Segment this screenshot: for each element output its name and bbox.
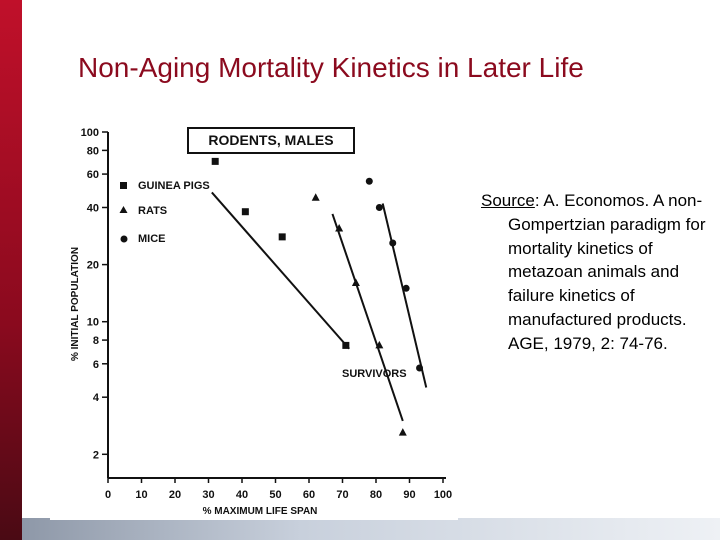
chart-title: RODENTS, MALES [208,132,333,148]
x-tick-label: 60 [303,489,315,501]
legend-label-mice: MICE [138,233,166,245]
legend-marker-guinea-pigs [120,182,127,189]
y-tick-label: 60 [87,169,99,181]
data-point-rats [335,223,344,232]
data-point-rats [375,340,384,349]
x-tick-label: 30 [202,489,214,501]
x-tick-label: 40 [236,489,248,501]
chart-title-box [187,127,355,154]
y-axis-title: % INITIAL POPULATION [70,247,81,361]
survivors-annotation: SURVIVORS [342,368,407,380]
x-tick-label: 90 [403,489,415,501]
x-axis-title: % MAXIMUM LIFE SPAN [203,506,318,517]
data-point-rats [311,193,320,201]
left-accent-band [0,0,22,540]
data-point-rats [351,278,360,286]
chart-panel: 2 4 6 8 10 20 40 60 80 100 0 10 20 30 40 50 60 70 80 90 100 … [50,104,458,520]
data-point-mice [389,239,397,247]
data-point-mice [375,203,383,211]
bottom-accent-band [22,518,720,540]
data-point-guinea-pigs [211,157,219,165]
y-tick-label: 8 [93,335,99,347]
y-tick-label: 40 [87,202,99,214]
y-tick-label: 20 [87,260,99,272]
data-point-mice [402,284,410,292]
y-tick-label: 6 [93,359,99,371]
x-tick-label: 70 [336,489,348,501]
source-citation: Source: A. Economos. A non-Gompertzian p… [481,189,720,356]
legend: GUINEA PIGS RATS MICE [119,180,210,245]
x-tick-label: 80 [370,489,382,501]
x-tick-label: 100 [434,489,452,501]
data-point-guinea-pigs [342,341,350,349]
slide-title: Non-Aging Mortality Kinetics in Later Li… [78,52,584,83]
fit-line-guinea-pigs [211,191,350,350]
x-tick-label: 10 [135,489,147,501]
legend-marker-rats [119,206,128,213]
data-point-rats [398,428,407,436]
y-tick-label: 80 [87,145,99,157]
source-label: Source [481,191,535,210]
fit-line-rats [331,213,404,422]
legend-marker-mice [120,235,128,243]
x-tick-label: 20 [169,489,181,501]
y-tick-label: 4 [93,392,100,404]
data-point-mice [365,177,373,185]
data-point-mice [416,364,424,372]
fit-line-mice [381,203,428,388]
y-tick-label: 100 [81,127,99,139]
legend-label-guinea-pigs: GUINEA PIGS [138,180,210,192]
x-tick-label: 50 [269,489,281,501]
y-tick-label: 2 [93,449,99,461]
legend-label-rats: RATS [138,205,167,217]
data-point-guinea-pigs [241,208,249,216]
data-point-guinea-pigs [278,233,286,241]
source-body: : A. Economos. A non-Gompertzian paradig… [508,191,706,353]
y-tick-label: 10 [87,317,99,329]
x-tick-label: 0 [105,489,111,501]
